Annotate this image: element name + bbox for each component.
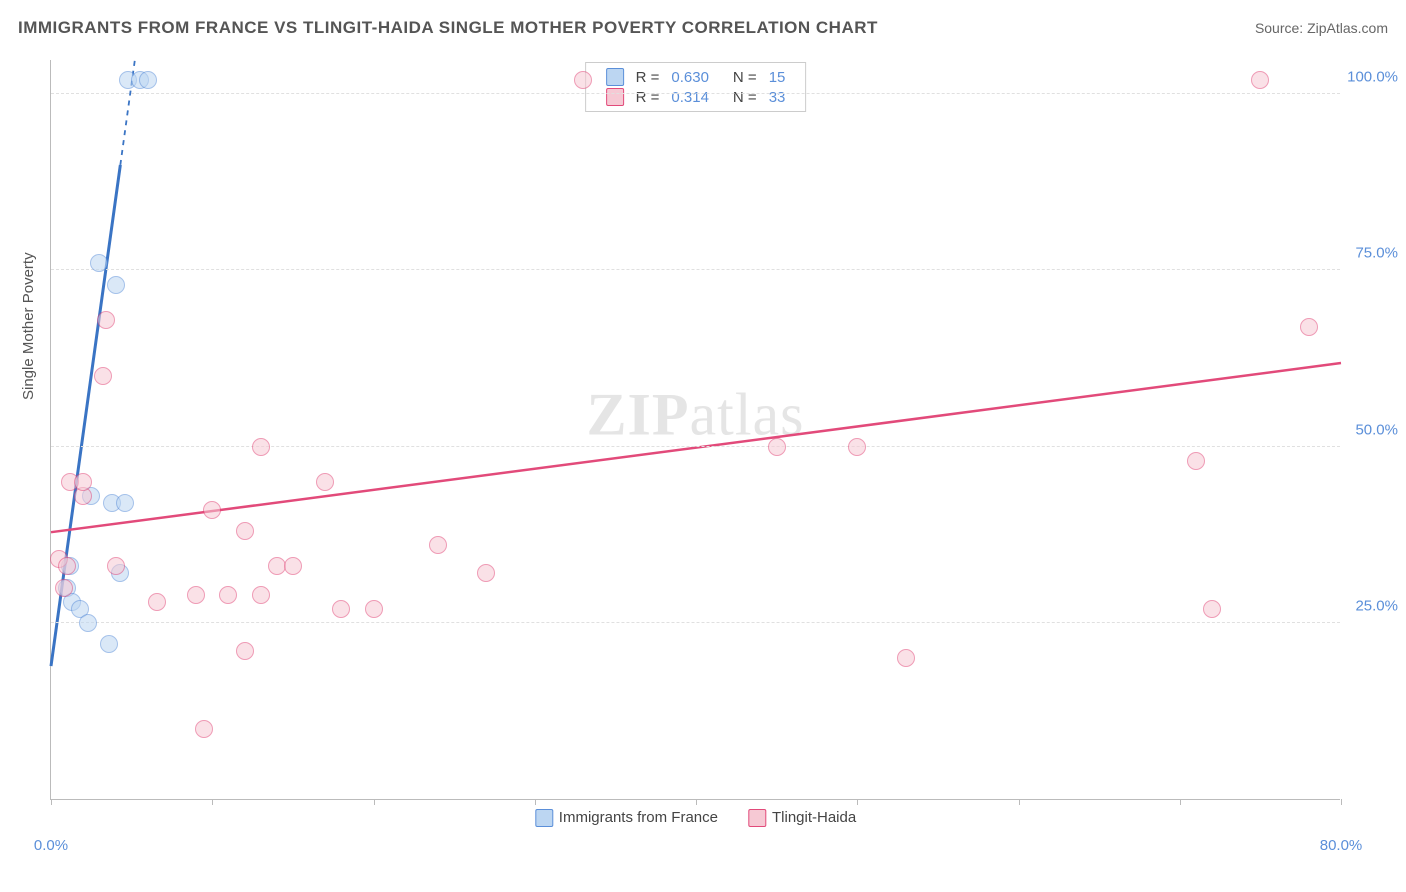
gridline-horizontal — [51, 269, 1340, 270]
legend-n-value-tlingit: 33 — [763, 87, 792, 107]
legend-n-label: N = — [727, 87, 763, 107]
source-name: ZipAtlas.com — [1307, 20, 1388, 36]
data-point-france — [116, 494, 134, 512]
x-tick — [1180, 799, 1181, 805]
source-label: Source: — [1255, 20, 1307, 36]
data-point-tlingit — [187, 586, 205, 604]
data-point-tlingit — [219, 586, 237, 604]
data-point-france — [79, 614, 97, 632]
chart-title: IMMIGRANTS FROM FRANCE VS TLINGIT-HAIDA … — [18, 18, 878, 38]
legend-n-value-france: 15 — [763, 67, 792, 87]
data-point-france — [100, 635, 118, 653]
series-swatch-france — [535, 809, 553, 827]
x-tick — [51, 799, 52, 805]
scatter-plot: ZIPatlas R =0.630N =15R =0.314N =33 Immi… — [50, 60, 1340, 800]
data-point-tlingit — [94, 367, 112, 385]
x-tick — [212, 799, 213, 805]
correlation-legend: R =0.630 N =15 R =0.314 N =33 — [585, 62, 807, 112]
legend-r-value-tlingit: 0.314 — [665, 87, 715, 107]
data-point-tlingit — [316, 473, 334, 491]
data-point-tlingit — [284, 557, 302, 575]
series-swatch-tlingit — [748, 809, 766, 827]
series-legend-item-france: Immigrants from France — [535, 809, 718, 827]
x-tick — [696, 799, 697, 805]
series-label-france: Immigrants from France — [559, 809, 718, 826]
watermark-bold: ZIP — [587, 381, 690, 447]
gridline-horizontal — [51, 446, 1340, 447]
data-point-tlingit — [252, 438, 270, 456]
data-point-tlingit — [252, 586, 270, 604]
data-point-tlingit — [1187, 452, 1205, 470]
data-point-tlingit — [1203, 600, 1221, 618]
legend-swatch-tlingit — [606, 88, 624, 106]
data-point-tlingit — [1300, 318, 1318, 336]
legend-r-value-france: 0.630 — [665, 67, 715, 87]
data-point-tlingit — [332, 600, 350, 618]
data-point-tlingit — [107, 557, 125, 575]
y-tick-label: 25.0% — [1355, 597, 1398, 614]
data-point-tlingit — [429, 536, 447, 554]
data-point-tlingit — [768, 438, 786, 456]
data-point-tlingit — [55, 579, 73, 597]
data-point-tlingit — [195, 720, 213, 738]
y-tick-label: 50.0% — [1355, 421, 1398, 438]
series-legend-item-tlingit: Tlingit-Haida — [748, 809, 856, 827]
series-legend: Immigrants from France Tlingit-Haida — [535, 809, 856, 827]
x-tick — [535, 799, 536, 805]
data-point-tlingit — [1251, 71, 1269, 89]
data-point-tlingit — [97, 311, 115, 329]
data-point-tlingit — [236, 642, 254, 660]
legend-row-france: R =0.630 N =15 — [600, 67, 792, 87]
x-tick-label: 80.0% — [1320, 837, 1363, 854]
x-tick-label: 0.0% — [34, 837, 68, 854]
series-label-tlingit: Tlingit-Haida — [772, 809, 856, 826]
x-tick — [374, 799, 375, 805]
data-point-tlingit — [897, 649, 915, 667]
legend-r-label: R = — [630, 67, 666, 87]
x-tick — [857, 799, 858, 805]
data-point-france — [90, 254, 108, 272]
data-point-tlingit — [848, 438, 866, 456]
x-tick — [1341, 799, 1342, 805]
data-point-tlingit — [365, 600, 383, 618]
watermark-light: atlas — [690, 381, 805, 447]
data-point-tlingit — [148, 593, 166, 611]
data-point-tlingit — [58, 557, 76, 575]
trend-lines — [51, 60, 1341, 800]
data-point-france — [107, 276, 125, 294]
y-axis-label: Single Mother Poverty — [20, 252, 37, 400]
legend-r-label: R = — [630, 87, 666, 107]
y-tick-label: 75.0% — [1355, 245, 1398, 262]
legend-n-label: N = — [727, 67, 763, 87]
source-credit: Source: ZipAtlas.com — [1255, 20, 1388, 36]
data-point-tlingit — [236, 522, 254, 540]
data-point-france — [139, 71, 157, 89]
data-point-tlingit — [203, 501, 221, 519]
gridline-horizontal — [51, 93, 1340, 94]
data-point-tlingit — [574, 71, 592, 89]
legend-swatch-france — [606, 68, 624, 86]
data-point-tlingit — [477, 564, 495, 582]
gridline-horizontal — [51, 622, 1340, 623]
x-tick — [1019, 799, 1020, 805]
data-point-tlingit — [74, 473, 92, 491]
y-tick-label: 100.0% — [1347, 69, 1398, 86]
legend-row-tlingit: R =0.314 N =33 — [600, 87, 792, 107]
